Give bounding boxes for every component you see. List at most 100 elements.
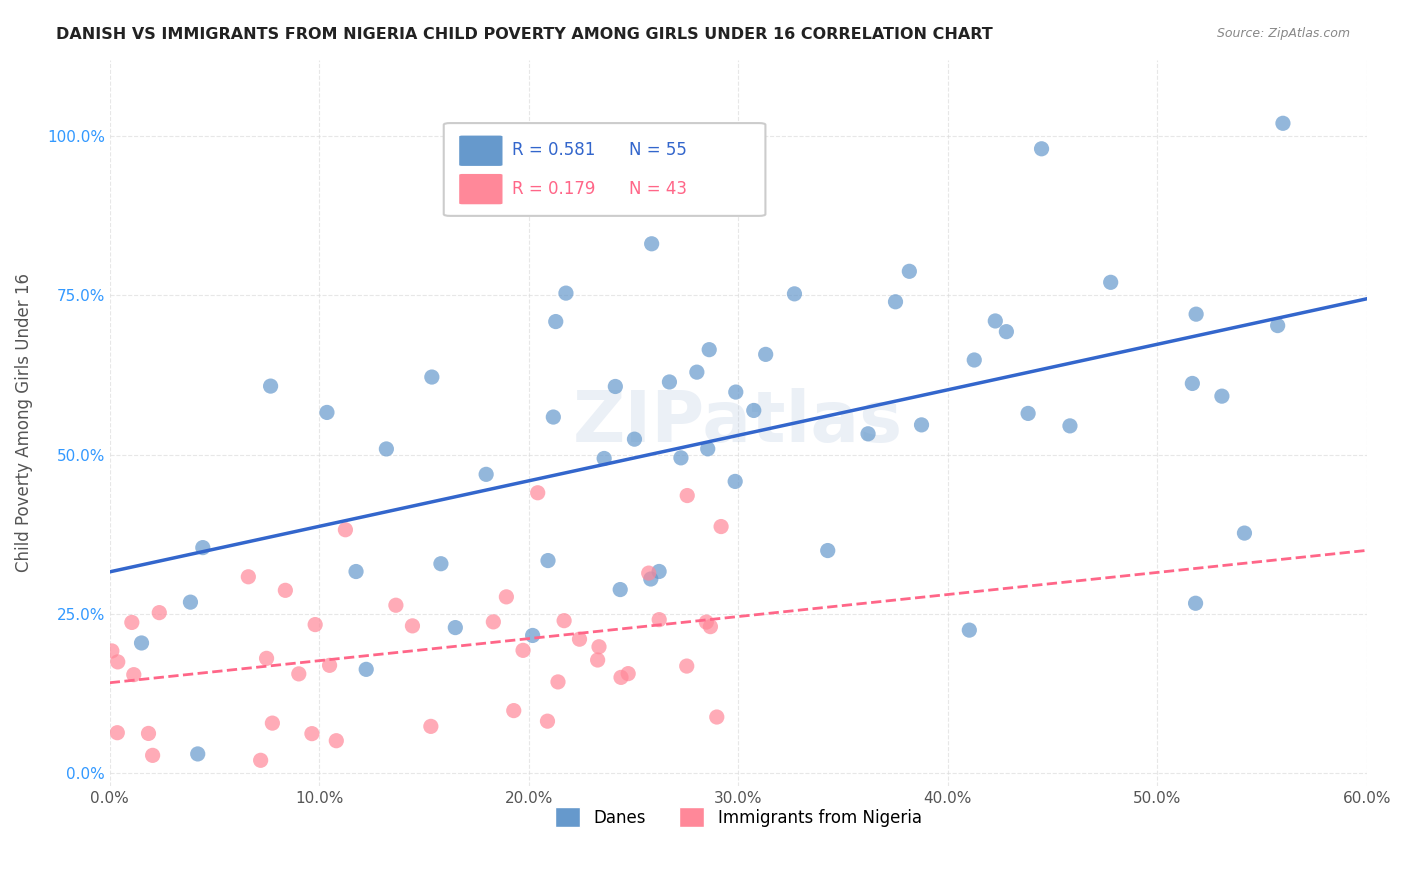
Immigrants from Nigeria (325, 733, 347, 747)
Immigrants from Nigeria (385, 599, 408, 613)
Danes (742, 403, 765, 417)
Danes (1181, 376, 1204, 391)
Immigrants from Nigeria (568, 632, 591, 647)
Immigrants from Nigeria (588, 640, 610, 654)
Immigrants from Nigeria (495, 590, 517, 604)
Danes (640, 572, 662, 586)
Immigrants from Nigeria (695, 615, 717, 629)
Immigrants from Nigeria (676, 489, 699, 503)
Danes (316, 405, 339, 419)
Danes (697, 343, 720, 357)
Immigrants from Nigeria (101, 644, 124, 658)
Danes (1271, 116, 1294, 130)
Text: R = 0.581: R = 0.581 (512, 141, 595, 159)
Danes (884, 294, 907, 309)
Danes (658, 375, 681, 389)
Danes (1099, 275, 1122, 289)
Danes (724, 475, 747, 489)
Immigrants from Nigeria (288, 666, 311, 681)
Immigrants from Nigeria (304, 617, 326, 632)
Immigrants from Nigeria (121, 615, 143, 630)
Text: Source: ZipAtlas.com: Source: ZipAtlas.com (1216, 27, 1350, 40)
Immigrants from Nigeria (675, 659, 697, 673)
Danes (522, 628, 544, 642)
Danes (957, 623, 980, 637)
Immigrants from Nigeria (138, 726, 160, 740)
Text: R = 0.179: R = 0.179 (512, 180, 595, 198)
Danes (344, 565, 367, 579)
FancyBboxPatch shape (460, 174, 502, 204)
Immigrants from Nigeria (586, 653, 609, 667)
Immigrants from Nigeria (553, 614, 575, 628)
Text: N = 55: N = 55 (630, 141, 688, 159)
Danes (609, 582, 631, 597)
Legend: Danes, Immigrants from Nigeria: Danes, Immigrants from Nigeria (547, 798, 929, 836)
Text: ZIPatlas: ZIPatlas (574, 388, 903, 458)
Immigrants from Nigeria (710, 519, 733, 533)
Danes (648, 565, 671, 579)
Danes (783, 286, 806, 301)
Immigrants from Nigeria (262, 716, 284, 731)
Immigrants from Nigeria (419, 719, 441, 733)
Danes (605, 379, 627, 393)
Immigrants from Nigeria (706, 710, 728, 724)
Danes (444, 621, 467, 635)
Danes (179, 595, 201, 609)
Immigrants from Nigeria (238, 570, 260, 584)
Danes (375, 442, 398, 456)
Danes (475, 467, 498, 482)
Immigrants from Nigeria (256, 651, 278, 665)
Danes (544, 315, 567, 329)
Danes (430, 557, 453, 571)
Danes (898, 264, 921, 278)
Immigrants from Nigeria (105, 725, 128, 739)
Immigrants from Nigeria (547, 674, 569, 689)
Danes (420, 370, 443, 384)
Immigrants from Nigeria (107, 655, 129, 669)
Danes (696, 442, 718, 456)
Danes (724, 385, 747, 400)
Immigrants from Nigeria (648, 613, 671, 627)
Danes (640, 236, 662, 251)
Immigrants from Nigeria (699, 620, 721, 634)
Danes (1233, 526, 1256, 541)
Danes (1267, 318, 1289, 333)
Danes (1031, 142, 1053, 156)
Immigrants from Nigeria (512, 643, 534, 657)
Danes (984, 314, 1007, 328)
Immigrants from Nigeria (122, 667, 145, 681)
FancyBboxPatch shape (460, 136, 502, 166)
Immigrants from Nigeria (482, 615, 505, 629)
Danes (910, 417, 932, 432)
Immigrants from Nigeria (274, 583, 297, 598)
Danes (995, 325, 1018, 339)
Danes (259, 379, 281, 393)
Danes (543, 410, 565, 425)
Danes (354, 662, 377, 676)
Danes (555, 286, 578, 301)
Immigrants from Nigeria (401, 619, 423, 633)
Danes (963, 353, 986, 368)
Danes (623, 432, 645, 446)
Danes (537, 553, 560, 567)
Danes (686, 365, 709, 379)
Immigrants from Nigeria (142, 748, 165, 763)
Immigrants from Nigeria (536, 714, 558, 728)
Y-axis label: Child Poverty Among Girls Under 16: Child Poverty Among Girls Under 16 (15, 273, 32, 572)
Danes (856, 426, 879, 441)
Immigrants from Nigeria (526, 485, 548, 500)
Danes (1211, 389, 1233, 403)
Danes (1017, 406, 1039, 420)
Danes (755, 347, 778, 361)
Text: N = 43: N = 43 (630, 180, 688, 198)
Text: DANISH VS IMMIGRANTS FROM NIGERIA CHILD POVERTY AMONG GIRLS UNDER 16 CORRELATION: DANISH VS IMMIGRANTS FROM NIGERIA CHILD … (56, 27, 993, 42)
Immigrants from Nigeria (502, 704, 524, 718)
Danes (1184, 596, 1206, 610)
Immigrants from Nigeria (318, 658, 340, 673)
FancyBboxPatch shape (444, 123, 765, 216)
Danes (593, 451, 616, 466)
Danes (131, 636, 153, 650)
Danes (1185, 307, 1208, 321)
Danes (187, 747, 209, 761)
Immigrants from Nigeria (610, 670, 633, 684)
